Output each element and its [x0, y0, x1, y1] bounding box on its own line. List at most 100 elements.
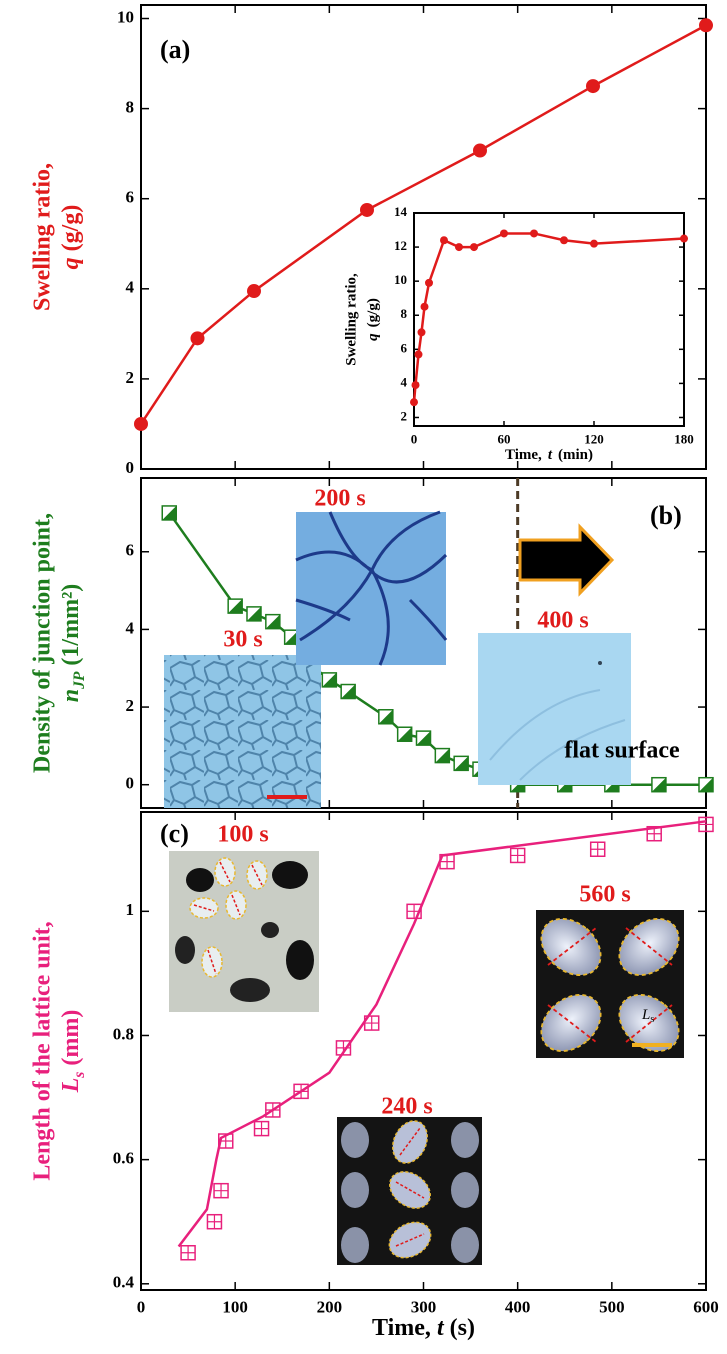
data-point: [255, 1122, 269, 1136]
y-axis-label-symbol: q: [365, 333, 381, 341]
data-point: [228, 599, 242, 613]
y-tick-label: 0.4: [113, 1273, 135, 1292]
page: 0246810Swelling ratio,q(g/g)246810121406…: [0, 0, 727, 1354]
y-tick-label: 12: [394, 238, 407, 253]
x-tick-label: 120: [584, 431, 604, 446]
x-tick-label: 180: [674, 431, 694, 446]
data-point: [322, 673, 336, 687]
y-tick-label: 8: [126, 98, 135, 117]
data-point: [511, 848, 525, 862]
data-point: [699, 778, 713, 792]
data-point: [699, 18, 713, 32]
y-tick-label: 0: [126, 458, 135, 477]
y-tick-label: 6: [126, 541, 135, 560]
x-tick-label: 100: [222, 1298, 248, 1317]
data-point: [500, 229, 508, 237]
photo-30s: [164, 655, 321, 808]
y-axis-label: Swelling ratio,: [30, 163, 56, 311]
data-point: [652, 778, 666, 792]
y-tick-label: 2: [401, 408, 408, 423]
y-axis-label: Density of junction point,: [30, 513, 56, 773]
photo-240s: [337, 1115, 482, 1265]
y-axis-label-subscript: s: [71, 1072, 88, 1079]
marker-cross: [181, 1246, 195, 1260]
arrow: [520, 527, 612, 593]
y-axis-label-symbol: n: [58, 689, 84, 702]
image-label: 400 s: [537, 608, 588, 634]
image-label: 560 s: [579, 882, 630, 908]
photo-label-symbol: L: [641, 1007, 650, 1023]
image-label: 100 s: [217, 822, 268, 848]
y-tick-label: 10: [394, 272, 407, 287]
y-tick-label: 0.8: [113, 1024, 134, 1043]
x-axis-label: Time,t(min): [505, 447, 593, 463]
x-tick-label: 200: [317, 1298, 343, 1317]
y-tick-label: 2: [126, 368, 135, 387]
data-point: [398, 727, 412, 741]
data-point: [134, 417, 148, 431]
data-point: [379, 710, 393, 724]
marker-cross: [207, 1215, 221, 1229]
image-label: 30 s: [223, 627, 262, 653]
x-tick-label: 500: [599, 1298, 625, 1317]
data-point: [207, 1215, 221, 1229]
data-point: [699, 817, 713, 831]
note: flat surface: [564, 738, 680, 764]
image-label: 200 s: [314, 486, 365, 512]
data-point: [455, 243, 463, 251]
x-axis-label-symbol: t: [437, 1315, 445, 1341]
data-point: [247, 284, 261, 298]
panel-label: (a): [160, 35, 190, 64]
marker-cross: [699, 817, 713, 831]
data-point: [341, 685, 355, 699]
photo-560s: Ls: [530, 907, 689, 1062]
data-point: [435, 749, 449, 763]
data-point: [421, 303, 429, 311]
marker-cross: [591, 842, 605, 856]
y-tick-label: 8: [401, 306, 408, 321]
x-axis-label: Time,t(s): [372, 1315, 475, 1341]
data-point: [410, 398, 418, 406]
data-point: [470, 243, 478, 251]
y-axis-label-unit: (1/mm²): [58, 584, 84, 666]
y-axis-label: q (g/g): [58, 205, 84, 270]
marker-cross: [255, 1122, 269, 1136]
data-point: [530, 229, 538, 237]
x-axis-label-unit: (s): [450, 1315, 475, 1341]
y-tick-label: 1: [126, 900, 135, 919]
data-point: [590, 240, 598, 248]
y-tick-label: 4: [126, 618, 135, 637]
y-axis-label: Length of the lattice unit,: [30, 921, 56, 1180]
data-point: [162, 506, 176, 520]
figure: 0246810Swelling ratio,q(g/g)246810121406…: [0, 0, 727, 1354]
y-tick-label: 0.6: [113, 1149, 134, 1168]
data-point: [425, 279, 433, 287]
panel-label: (c): [160, 819, 189, 848]
y-tick-label: 6: [401, 340, 408, 355]
photo-200s: [296, 512, 446, 665]
data-point: [266, 615, 280, 629]
y-axis-label-unit: (g/g): [365, 298, 381, 327]
data-point: [417, 731, 431, 745]
y-axis-label: Ls(mm): [58, 1010, 89, 1094]
data-point: [181, 1246, 195, 1260]
marker-cross: [214, 1184, 228, 1198]
data-point: [214, 1184, 228, 1198]
y-axis-label-symbol: q: [58, 257, 84, 269]
y-tick-label: 4: [401, 374, 408, 389]
data-point: [680, 235, 688, 243]
y-axis-label: q (g/g): [365, 298, 381, 341]
y-tick-label: 6: [126, 188, 135, 207]
x-axis-label-symbol: t: [548, 447, 553, 463]
data-point: [415, 350, 423, 358]
y-axis-label-unit: (g/g): [58, 205, 84, 252]
y-axis-label: Swelling ratio,: [343, 273, 359, 366]
data-point: [586, 79, 600, 93]
data-point: [360, 203, 374, 217]
panel-label: (b): [650, 501, 682, 530]
marker-cross: [511, 848, 525, 862]
x-tick-label: 60: [498, 431, 511, 446]
data-point: [418, 328, 426, 336]
x-axis-label-unit: (min): [558, 447, 593, 463]
